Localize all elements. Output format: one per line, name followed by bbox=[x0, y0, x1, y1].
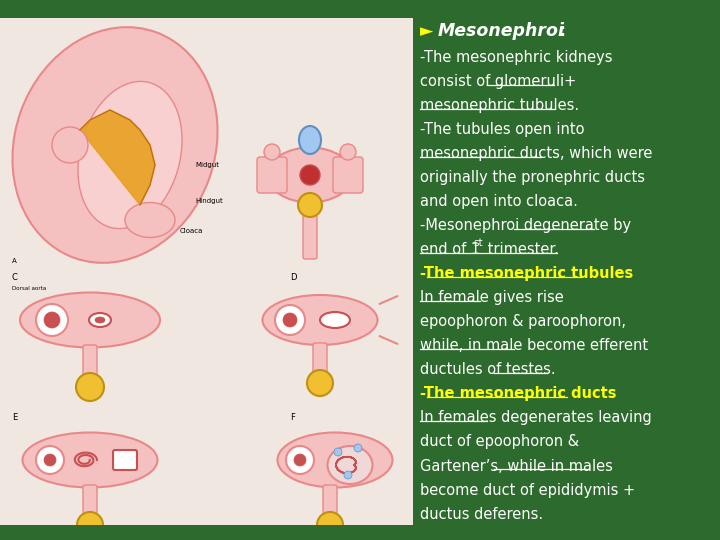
Text: ductus deferens.: ductus deferens. bbox=[420, 507, 543, 522]
FancyBboxPatch shape bbox=[323, 485, 337, 517]
Circle shape bbox=[283, 313, 297, 327]
Text: -The mesonephric tubules: -The mesonephric tubules bbox=[420, 266, 634, 281]
Text: Cloaca: Cloaca bbox=[180, 228, 203, 234]
FancyBboxPatch shape bbox=[313, 343, 327, 375]
Text: In females degenerates leaving: In females degenerates leaving bbox=[420, 410, 652, 426]
Ellipse shape bbox=[268, 147, 353, 202]
Bar bbox=[0, 0, 415, 540]
Text: originally the pronephric ducts: originally the pronephric ducts bbox=[420, 170, 645, 185]
Circle shape bbox=[52, 127, 88, 163]
Ellipse shape bbox=[12, 27, 217, 263]
Ellipse shape bbox=[125, 202, 175, 238]
Text: epoophoron & paroophoron,: epoophoron & paroophoron, bbox=[420, 314, 626, 329]
Ellipse shape bbox=[277, 433, 392, 488]
Circle shape bbox=[344, 471, 352, 479]
Text: end of 1: end of 1 bbox=[420, 242, 480, 257]
Text: D: D bbox=[290, 273, 297, 282]
Bar bbox=[0, 0, 720, 18]
Text: duct of epoophoron &: duct of epoophoron & bbox=[420, 435, 579, 449]
Circle shape bbox=[300, 165, 320, 185]
Circle shape bbox=[294, 454, 306, 466]
FancyBboxPatch shape bbox=[303, 215, 317, 259]
Circle shape bbox=[317, 512, 343, 538]
Circle shape bbox=[340, 144, 356, 160]
Polygon shape bbox=[80, 110, 155, 205]
Circle shape bbox=[76, 373, 104, 401]
Text: -The mesonephric ducts: -The mesonephric ducts bbox=[420, 387, 616, 401]
Text: consist of glomeruli+: consist of glomeruli+ bbox=[420, 74, 576, 89]
Text: A: A bbox=[12, 258, 17, 264]
Text: become duct of epididymis +: become duct of epididymis + bbox=[420, 483, 635, 497]
Text: Gartener’s, while in males: Gartener’s, while in males bbox=[420, 458, 613, 474]
FancyBboxPatch shape bbox=[83, 485, 97, 517]
Text: st: st bbox=[474, 238, 483, 248]
FancyArrowPatch shape bbox=[379, 296, 397, 304]
Circle shape bbox=[36, 304, 68, 336]
Text: ►: ► bbox=[420, 22, 433, 40]
Text: E: E bbox=[12, 413, 17, 422]
FancyBboxPatch shape bbox=[257, 157, 287, 193]
Circle shape bbox=[334, 448, 342, 456]
Text: In female gives rise: In female gives rise bbox=[420, 291, 564, 305]
Text: C: C bbox=[12, 273, 18, 282]
Ellipse shape bbox=[263, 295, 377, 345]
Text: B: B bbox=[390, 0, 396, 7]
Circle shape bbox=[77, 512, 103, 538]
FancyBboxPatch shape bbox=[83, 345, 97, 379]
Circle shape bbox=[264, 144, 280, 160]
Text: mesonephric tubules.: mesonephric tubules. bbox=[420, 98, 579, 113]
Bar bbox=[0, 525, 720, 540]
Text: while, in male become efferent: while, in male become efferent bbox=[420, 339, 648, 353]
Text: :: : bbox=[553, 22, 566, 40]
Circle shape bbox=[307, 370, 333, 396]
Text: Midgut: Midgut bbox=[195, 162, 219, 168]
FancyBboxPatch shape bbox=[113, 450, 137, 470]
Text: and open into cloaca.: and open into cloaca. bbox=[420, 194, 578, 209]
Ellipse shape bbox=[78, 82, 182, 228]
Circle shape bbox=[275, 305, 305, 335]
FancyArrowPatch shape bbox=[379, 336, 397, 344]
Text: mesonephric ducts, which were: mesonephric ducts, which were bbox=[420, 146, 652, 161]
Circle shape bbox=[44, 312, 60, 328]
Circle shape bbox=[44, 454, 56, 466]
Text: ductules of testes.: ductules of testes. bbox=[420, 362, 556, 377]
Text: -The tubules open into: -The tubules open into bbox=[420, 122, 585, 137]
Ellipse shape bbox=[89, 313, 111, 327]
Ellipse shape bbox=[328, 446, 372, 484]
Circle shape bbox=[354, 444, 362, 452]
Text: Mesonephroi: Mesonephroi bbox=[438, 22, 565, 40]
Text: Dorsal aorta: Dorsal aorta bbox=[12, 286, 46, 291]
Text: Hindgut: Hindgut bbox=[195, 198, 222, 204]
Text: F: F bbox=[290, 413, 295, 422]
Circle shape bbox=[36, 446, 64, 474]
Ellipse shape bbox=[95, 317, 105, 323]
Circle shape bbox=[298, 193, 322, 217]
Ellipse shape bbox=[299, 126, 321, 154]
Ellipse shape bbox=[20, 293, 160, 348]
Text: -The mesonephric kidneys: -The mesonephric kidneys bbox=[420, 50, 613, 65]
Circle shape bbox=[286, 446, 314, 474]
FancyBboxPatch shape bbox=[333, 157, 363, 193]
Ellipse shape bbox=[320, 312, 350, 328]
Ellipse shape bbox=[22, 433, 158, 488]
Bar bbox=[413, 0, 416, 540]
Text: trimester.: trimester. bbox=[483, 242, 559, 257]
Text: -Mesonephroi degenerate by: -Mesonephroi degenerate by bbox=[420, 218, 631, 233]
